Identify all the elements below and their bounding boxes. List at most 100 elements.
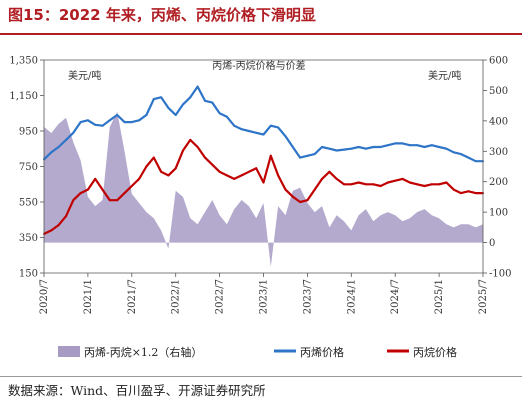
spread-point xyxy=(182,196,184,198)
spread-area xyxy=(44,111,483,267)
propylene-price-point xyxy=(123,121,126,124)
left-axis-tick-label: 1,350 xyxy=(9,56,38,67)
propylene-price-point xyxy=(50,151,53,154)
propylene-price-point xyxy=(182,103,184,106)
propylene-price-point xyxy=(152,98,155,101)
right-axis-tick-label: 600 xyxy=(489,56,508,67)
propane-price-point xyxy=(50,229,53,232)
propylene-price-point xyxy=(65,138,67,141)
propylene-price-point xyxy=(408,144,411,147)
propane-price-point xyxy=(386,181,389,184)
spread-point xyxy=(241,199,243,201)
propane-price-point xyxy=(225,174,228,177)
spread-point xyxy=(314,211,316,213)
propane-price-point xyxy=(467,190,470,193)
propane-price-point xyxy=(284,188,287,191)
propane-price-point xyxy=(394,179,397,182)
spread-point xyxy=(87,196,89,198)
spread-point xyxy=(292,190,294,192)
propylene-price-point xyxy=(72,131,75,134)
left-axis-tick-label: 1,150 xyxy=(9,91,38,102)
spread-area-layer xyxy=(44,111,483,268)
propylene-price-point xyxy=(108,119,111,122)
x-axis-tick-label: 2025/1 xyxy=(434,279,445,314)
propylene-price-point xyxy=(364,147,367,150)
spread-point xyxy=(460,224,462,226)
propane-price-point xyxy=(277,174,280,177)
spread-point xyxy=(270,266,272,268)
propylene-price-point xyxy=(211,101,214,104)
propane-price-point xyxy=(372,183,375,186)
propylene-price-point xyxy=(328,147,331,150)
propane-price-point xyxy=(57,224,60,227)
propylene-price-point xyxy=(416,144,419,147)
propylene-price-point xyxy=(138,119,141,122)
propylene-price-point xyxy=(174,114,177,116)
left-axis-tick-label: 150 xyxy=(19,269,38,280)
propane-price-point xyxy=(211,163,214,166)
spread-point xyxy=(175,190,177,192)
propylene-price-point xyxy=(269,124,272,127)
propylene-price-point xyxy=(438,146,441,148)
propylene-price-point xyxy=(372,146,375,148)
propylene-price-point xyxy=(306,154,309,157)
spread-point xyxy=(109,126,111,128)
spread-point xyxy=(124,151,126,153)
propane-price-point xyxy=(408,181,411,184)
propylene-price-point xyxy=(240,128,243,131)
left-axis-tick-label: 750 xyxy=(19,162,38,173)
spread-point xyxy=(58,123,60,125)
spread-point xyxy=(190,217,192,219)
propane-price-point xyxy=(123,192,126,195)
source-rule xyxy=(0,376,522,377)
propane-price-point xyxy=(218,170,221,173)
propylene-price-point xyxy=(460,153,462,156)
spread-point xyxy=(299,187,301,189)
data-source: 数据来源：Wind、百川盈孚、开源证券研究所 xyxy=(8,383,266,398)
propylene-price-point xyxy=(225,115,228,118)
spread-point xyxy=(380,214,382,216)
propylene-price-point xyxy=(299,156,302,159)
legend-label-spread: 丙烯-丙烷×1.2（右轴） xyxy=(84,345,202,359)
left-axis-tick-label: 350 xyxy=(19,233,38,244)
spread-point xyxy=(475,227,477,229)
propylene-price-point xyxy=(94,123,97,126)
spread-point xyxy=(402,221,404,223)
price-lines-layer xyxy=(43,85,484,235)
right-axis-tick-label: 0 xyxy=(489,238,495,249)
propylene-price-point xyxy=(357,146,360,148)
propane-price-point xyxy=(357,181,360,184)
left-axis-tick-label: 550 xyxy=(19,198,38,209)
propane-price-point xyxy=(130,185,133,187)
propane-price-point xyxy=(182,149,184,152)
x-axis-tick-label: 2024/7 xyxy=(390,279,401,314)
legend-swatch-spread xyxy=(58,346,80,357)
spread-point xyxy=(373,221,375,223)
propane-price-point xyxy=(160,170,163,173)
propane-price-point xyxy=(189,138,192,141)
spread-point xyxy=(416,211,418,213)
spread-point xyxy=(468,224,470,226)
propylene-price-point xyxy=(167,106,170,109)
propylene-price-point xyxy=(196,85,199,88)
propane-price-point xyxy=(379,185,382,187)
spread-point xyxy=(409,217,411,219)
x-axis-tick-label: 2022/7 xyxy=(215,279,226,314)
spread-point xyxy=(255,217,257,219)
legend-label-propane: 丙烷价格 xyxy=(413,345,457,359)
right-axis-tick-label: 100 xyxy=(489,208,508,219)
propane-price-point xyxy=(145,165,148,168)
spread-point xyxy=(102,199,104,201)
propane-price-point xyxy=(452,188,455,191)
propane-price-point xyxy=(240,174,243,177)
propane-price-point xyxy=(321,177,323,180)
spread-point xyxy=(248,205,250,207)
propylene-price-point xyxy=(130,121,133,124)
propane-price-point xyxy=(328,170,331,173)
spread-point xyxy=(131,193,133,195)
propane-price-point xyxy=(247,170,250,173)
propane-price-point xyxy=(335,177,338,180)
spread-point xyxy=(277,205,279,207)
left-axis-tick-label: 950 xyxy=(19,127,38,138)
spread-point xyxy=(453,227,455,229)
